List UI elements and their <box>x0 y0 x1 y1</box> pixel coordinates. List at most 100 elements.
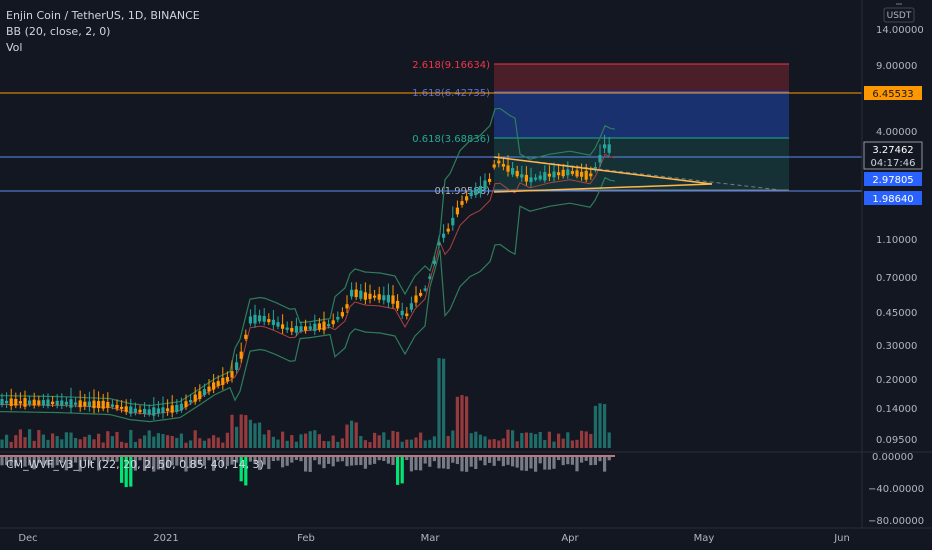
candle-body <box>520 174 524 178</box>
volume-bar <box>262 434 266 448</box>
candle-body <box>506 165 510 172</box>
price-axis[interactable]: 14.00000 9.00000 4.00000 1.10000 0.70000… <box>868 25 924 527</box>
wvf-bar <box>552 457 556 469</box>
symbol-legend[interactable]: Enjin Coin / TetherUS, 1D, BINANCE <box>6 9 200 22</box>
candle-body <box>64 401 68 405</box>
currency-label: USDT <box>887 11 912 21</box>
volume-bar <box>432 436 436 448</box>
volume-bar <box>253 423 257 448</box>
bb-legend[interactable]: BB (20, close, 2, 0) <box>6 25 111 38</box>
volume-bar <box>248 419 252 448</box>
wvf-bar <box>28 457 32 466</box>
volume-bar <box>409 439 413 448</box>
volume-bar <box>465 396 469 448</box>
volume-bar <box>216 437 220 448</box>
candle-body <box>396 300 400 309</box>
time-axis[interactable]: Dec 2021 Feb Mar Apr May Jun <box>18 533 849 544</box>
candle-body <box>575 170 579 177</box>
volume-bar <box>299 434 303 448</box>
wvf-tick: −40.00000 <box>868 484 924 495</box>
candle-body <box>350 289 354 297</box>
candle-body <box>511 168 515 175</box>
vol-legend[interactable]: Vol <box>6 41 23 54</box>
volume-bar <box>23 437 27 448</box>
wvf-bar <box>488 457 492 463</box>
candle-body <box>41 400 45 406</box>
volume-bar <box>359 436 363 448</box>
wvf-bar <box>340 457 344 462</box>
candle-body <box>345 304 349 309</box>
candle-body <box>212 382 216 390</box>
volume-bar <box>244 415 248 448</box>
volume-bar <box>83 436 87 448</box>
volume-bar <box>143 435 147 448</box>
triangle-pattern[interactable] <box>493 156 713 193</box>
wvf-bar <box>414 457 418 471</box>
candle-body <box>405 313 409 317</box>
wvf-bar <box>0 457 4 466</box>
wvf-bar <box>483 457 487 466</box>
wvf-bar <box>267 457 271 470</box>
wvf-bar <box>230 457 234 465</box>
candle-body <box>46 399 50 407</box>
wvf-bar <box>386 457 390 464</box>
volume-bar <box>64 432 68 448</box>
wvf-bar <box>317 457 321 465</box>
volume-bar <box>598 403 602 448</box>
volume-bar <box>138 438 142 448</box>
volume-bar <box>419 432 423 448</box>
wvf-bar <box>124 457 128 488</box>
volume-bar <box>184 442 188 448</box>
wvf-bar <box>382 457 386 462</box>
volume-bar <box>492 439 496 448</box>
candle-body <box>9 398 13 406</box>
candle-body <box>474 189 478 196</box>
currency-button-frame[interactable] <box>883 7 915 23</box>
candle-body <box>593 166 597 171</box>
candle-body <box>327 324 331 327</box>
candle-body <box>97 401 101 409</box>
wvf-bar <box>87 457 91 466</box>
candle-body <box>446 228 450 232</box>
wvf-bar <box>391 457 395 465</box>
volume-bar <box>106 431 110 448</box>
candle-body <box>322 321 326 331</box>
volume-bar <box>276 439 280 448</box>
volume-bar <box>37 430 41 448</box>
wvf-bar <box>313 457 317 461</box>
candle-body <box>589 173 593 177</box>
candle-body <box>55 400 59 406</box>
wvf-bar <box>455 457 459 465</box>
volume-bar <box>0 439 4 448</box>
volume-bar <box>92 439 96 448</box>
volume-bar <box>32 440 36 448</box>
wvf-bar <box>221 457 225 467</box>
candle-body <box>5 400 9 404</box>
wvf-bar <box>506 457 510 465</box>
candle-body <box>202 389 206 396</box>
candle-body <box>32 399 36 406</box>
wvf-bar <box>368 457 372 465</box>
volume-bar <box>189 440 193 448</box>
candle-body <box>14 398 18 406</box>
volume-bar <box>69 432 73 448</box>
volume-bar <box>115 431 119 448</box>
candle-body <box>543 172 547 181</box>
volume-bar <box>377 435 381 448</box>
time-label: May <box>694 533 715 544</box>
candle-body <box>281 324 285 329</box>
fibonacci-extension[interactable]: 2.618(9.16634) 1.618(6.42735) 0.618(3.68… <box>412 60 789 197</box>
volume-bar <box>345 424 349 448</box>
volume-bar <box>382 432 386 448</box>
wvf-bar <box>202 457 206 466</box>
wvf-bar <box>308 457 312 472</box>
candle-body <box>285 327 289 330</box>
wvf-legend[interactable]: CM_WVF_V3_Ult (22, 20, 2, 50, 0.85, 40, … <box>6 458 264 471</box>
candle-body <box>580 171 584 177</box>
volume-bar <box>179 433 183 448</box>
volume-bar <box>14 435 18 448</box>
volume-bar <box>87 434 91 448</box>
volume-bar <box>373 432 377 448</box>
volume-bar <box>386 439 390 448</box>
